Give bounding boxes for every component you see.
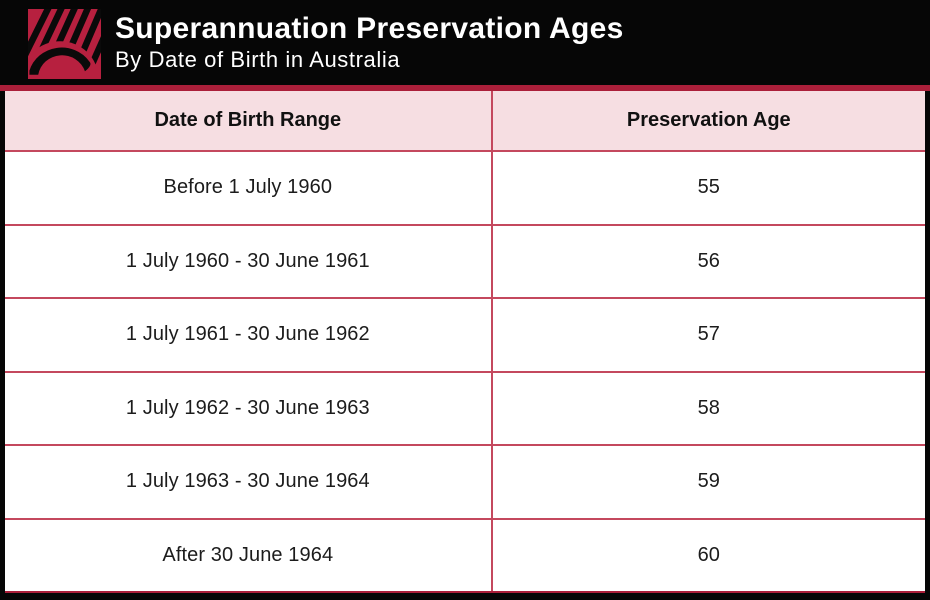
header-titles: Superannuation Preservation Ages By Date… <box>115 13 624 72</box>
dob-range-value: After 30 June 1964 <box>5 519 493 591</box>
preservation-age-value: 59 <box>697 470 721 493</box>
table-header-row: Date of Birth Range Preservation Age <box>5 91 925 152</box>
table-row: 1 July 1963 - 30 June 1964 59 <box>5 446 925 520</box>
dob-range-value: 1 July 1963 - 30 June 1964 <box>5 446 493 518</box>
preservation-age-table: Date of Birth Range Preservation Age Bef… <box>5 91 925 591</box>
accent-divider-bar <box>0 85 930 91</box>
preservation-age-value: 55 <box>697 176 721 199</box>
dob-range-value: 1 July 1962 - 30 June 1963 <box>5 372 493 444</box>
preservation-age-value: 57 <box>697 323 721 346</box>
page-subtitle: By Date of Birth in Australia <box>115 46 401 72</box>
dob-range-value: 1 July 1960 - 30 June 1961 <box>5 225 493 297</box>
column-header-preservation-age: Preservation Age <box>626 109 791 131</box>
bottom-frame-edge <box>0 593 930 600</box>
table-row: 1 July 1961 - 30 June 1962 57 <box>5 299 925 373</box>
preservation-age-value: 58 <box>697 396 721 419</box>
sunrise-arch-logo-icon <box>28 8 101 79</box>
table-row: 1 July 1960 - 30 June 1961 56 <box>5 225 925 299</box>
preservation-age-value: 60 <box>697 543 721 566</box>
column-header-dob-range: Date of Birth Range <box>5 91 493 150</box>
page-title: Superannuation Preservation Ages <box>115 12 624 46</box>
table-row: After 30 June 1964 60 <box>5 519 925 591</box>
table-row: Before 1 July 1960 55 <box>5 152 925 226</box>
bottom-accent-line <box>5 591 925 593</box>
dob-range-value: Before 1 July 1960 <box>5 152 493 224</box>
header-band: Superannuation Preservation Ages By Date… <box>0 0 930 85</box>
table-row: 1 July 1962 - 30 June 1963 58 <box>5 372 925 446</box>
dob-range-value: 1 July 1961 - 30 June 1962 <box>5 299 493 371</box>
preservation-age-value: 56 <box>697 249 721 272</box>
